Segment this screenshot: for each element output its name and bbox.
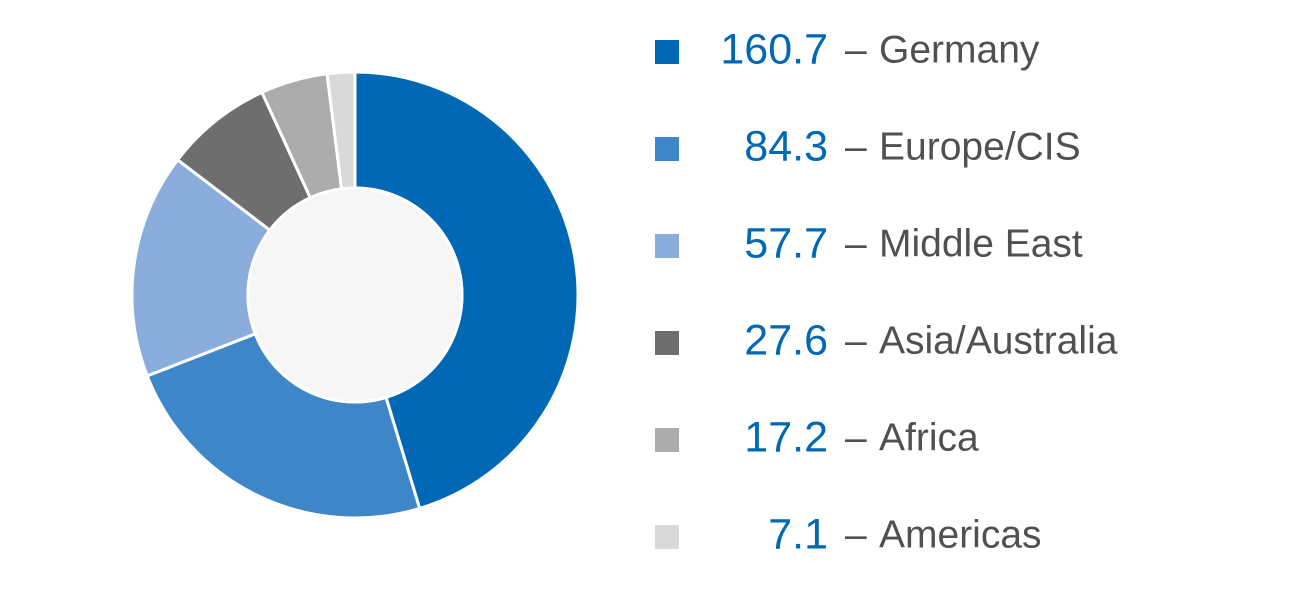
value-label: 57.7: [744, 219, 828, 267]
legend-separator: –: [845, 125, 867, 168]
legend-swatch: [655, 234, 679, 258]
legend-swatch: [655, 525, 679, 549]
value-label: 27.6: [744, 316, 828, 364]
donut-hole: [246, 186, 464, 404]
legend-separator: –: [845, 222, 867, 265]
value-label: 17.2: [744, 413, 828, 461]
legend-label: Europe/CIS: [879, 125, 1081, 168]
legend-swatch: [655, 137, 679, 161]
legend-label: Asia/Australia: [879, 319, 1118, 362]
legend-label: Germany: [879, 28, 1040, 71]
legend-label: Africa: [879, 416, 979, 459]
legend-label: Americas: [879, 513, 1042, 556]
legend-separator: –: [845, 513, 867, 556]
legend-separator: –: [845, 416, 867, 459]
legend-swatch: [655, 331, 679, 355]
legend-separator: –: [845, 319, 867, 362]
value-label: 7.1: [768, 510, 828, 558]
value-label: 84.3: [744, 122, 828, 170]
legend-separator: –: [845, 28, 867, 71]
legend-swatch: [655, 40, 679, 64]
legend-label: Middle East: [879, 222, 1083, 265]
value-label: 160.7: [720, 25, 828, 73]
legend-swatch: [655, 428, 679, 452]
